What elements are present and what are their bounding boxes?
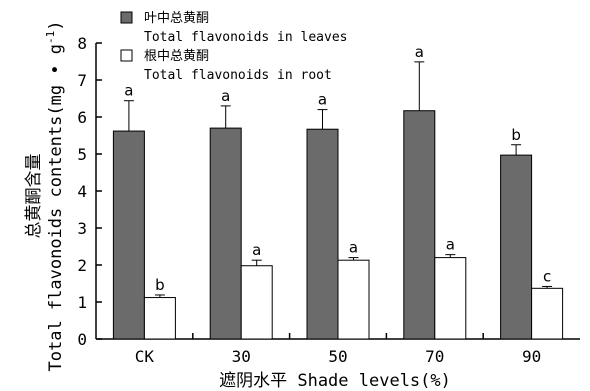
significance-label-root-70: a <box>446 236 455 254</box>
significance-label-leaves-70: a <box>415 43 424 61</box>
legend-label-leaves-cn: 叶中总黄酮 <box>144 11 209 26</box>
x-tick-label: 30 <box>232 347 251 366</box>
x-axis-title: 遮阴水平 Shade levels(%) <box>219 371 451 391</box>
bar-leaves-90 <box>500 154 533 340</box>
bar-leaves-70 <box>403 110 436 340</box>
y-tick-label: 3 <box>77 219 87 238</box>
significance-label-leaves-30: a <box>221 87 230 105</box>
x-tick-label: CK <box>135 347 155 366</box>
significance-label-root-50: a <box>349 239 358 257</box>
bar-root-CK <box>143 297 176 340</box>
legend-label-leaves-en: Total flavonoids in leaves <box>144 30 348 45</box>
legend-label-root-cn: 根中总黄酮 <box>144 49 209 64</box>
y-axis-title-en: Total flavonoids contents(mg • g-1) <box>44 20 66 371</box>
bar-root-50 <box>337 259 370 340</box>
x-ticks: CK 30 50 70 90 <box>135 333 541 366</box>
bar-leaves-50 <box>306 128 339 340</box>
bars: a b a a a a a a b c <box>112 43 564 340</box>
significance-label-leaves-90: b <box>511 126 521 144</box>
significance-label-leaves-CK: a <box>124 82 133 100</box>
bar-leaves-CK <box>112 130 145 340</box>
legend-swatch-root <box>120 49 133 62</box>
y-axis-title-en-close: ) <box>46 20 66 30</box>
y-tick-label: 2 <box>77 256 87 275</box>
bar-root-30 <box>240 265 273 340</box>
legend-label-root-en: Total flavonoids in root <box>144 68 332 83</box>
legend: 叶中总黄酮 Total flavonoids in leaves 根中总黄酮 T… <box>120 11 348 83</box>
y-tick-label: 1 <box>77 293 87 312</box>
x-tick-label: 50 <box>328 347 347 366</box>
y-axis-title-cn: 总黄酮含量 <box>24 154 44 239</box>
y-tick-label: 4 <box>77 182 87 201</box>
y-ticks: 0 1 2 3 4 5 6 7 8 <box>77 34 102 349</box>
y-tick-label: 0 <box>77 330 87 349</box>
bar-root-70 <box>434 257 467 340</box>
bar-leaves-30 <box>209 127 242 340</box>
y-tick-label: 6 <box>77 108 87 127</box>
significance-label-root-30: a <box>252 241 261 259</box>
y-tick-label: 5 <box>77 145 87 164</box>
significance-label-leaves-50: a <box>318 91 327 109</box>
bar-root-90 <box>531 287 564 340</box>
significance-label-root-90: c <box>543 267 551 285</box>
y-axis-title-en-sup: -1 <box>44 31 57 44</box>
y-tick-label: 7 <box>77 71 87 90</box>
y-axis-title: 总黄酮含量 Total flavonoids contents(mg • g-1… <box>24 20 66 371</box>
significance-label-root-CK: b <box>155 276 165 294</box>
x-tick-label: 90 <box>522 347 541 366</box>
y-axis-title-en-main: Total flavonoids contents(mg • g <box>46 44 66 372</box>
y-tick-label: 8 <box>77 34 87 53</box>
legend-swatch-leaves <box>120 11 133 24</box>
x-tick-label: 70 <box>425 347 444 366</box>
